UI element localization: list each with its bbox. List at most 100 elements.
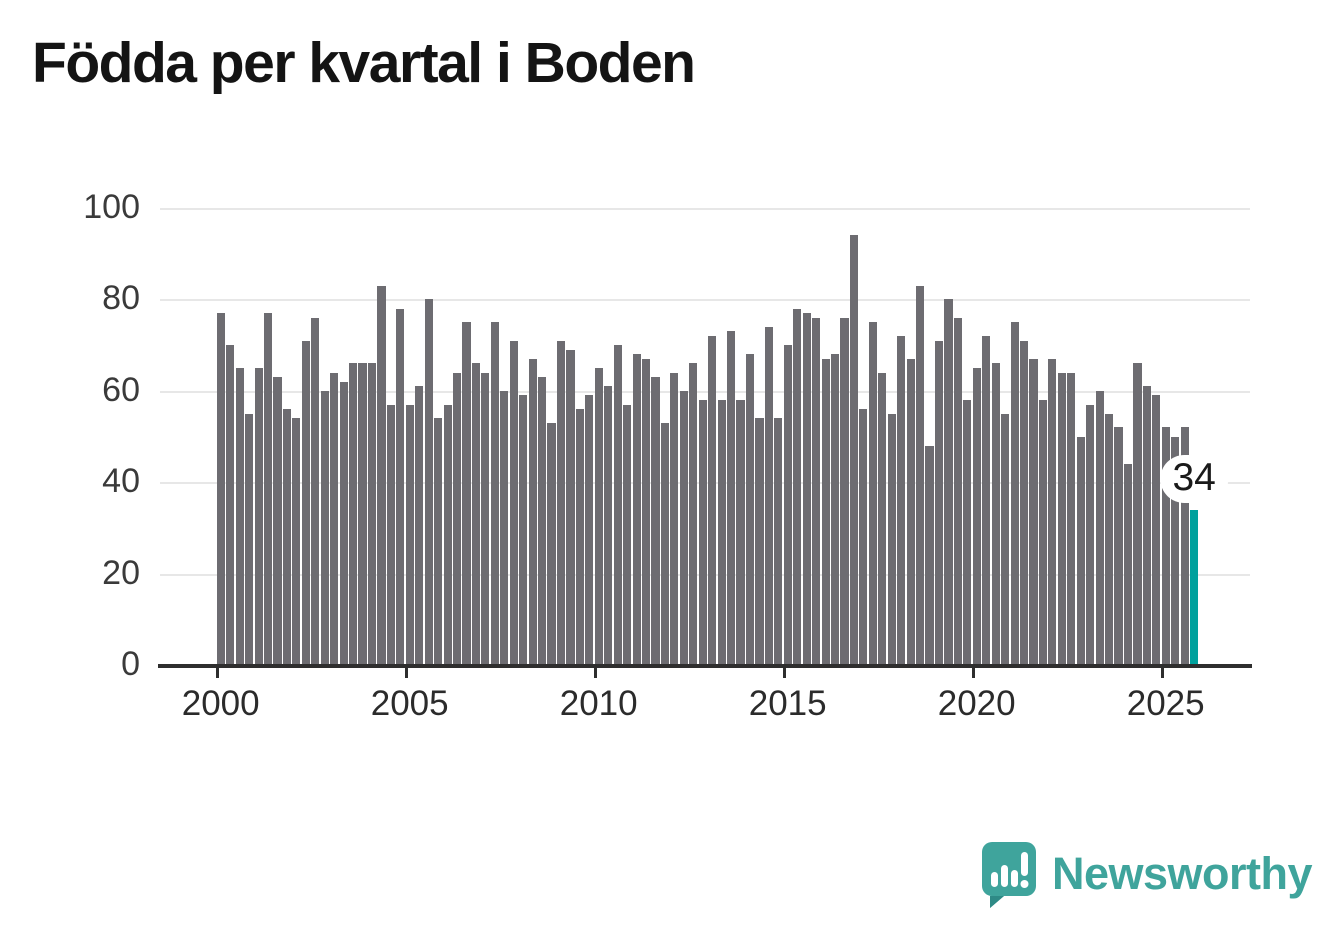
bar-2009-Q2 [566, 349, 575, 665]
chart-title: Födda per kvartal i Boden [32, 31, 696, 95]
x-tick-2025 [1160, 668, 1164, 678]
y-tick-label-40: 40 [102, 462, 140, 501]
bar-2021-Q4 [1038, 399, 1048, 665]
bar-2015-Q2 [793, 308, 802, 665]
bar-2003-Q4 [358, 363, 367, 665]
plot-area [160, 208, 1250, 665]
bar-2016-Q4 [849, 235, 859, 665]
bar-2019-Q3 [953, 317, 962, 665]
bar-2025-Q2 [1171, 436, 1180, 665]
bar-2012-Q4 [698, 399, 707, 665]
bar-2004-Q2 [377, 285, 386, 665]
bar-2009-Q4 [585, 395, 594, 665]
bar-2010-Q1 [594, 367, 603, 665]
x-tick-label-2015: 2015 [748, 684, 827, 723]
bar-2017-Q2 [868, 322, 877, 665]
bar-2000-Q1 [216, 313, 225, 665]
bar-2011-Q3 [651, 377, 660, 665]
bar-2003-Q3 [349, 363, 358, 665]
bar-2011-Q2 [641, 358, 651, 665]
bar-2007-Q2 [490, 322, 499, 665]
bar-2014-Q2 [755, 418, 764, 665]
bar-2021-Q3 [1029, 358, 1038, 665]
bar-2009-Q3 [575, 409, 584, 665]
bar-2000-Q4 [245, 413, 254, 665]
x-tick-label-2000: 2000 [181, 684, 260, 723]
bar-2017-Q1 [859, 409, 868, 665]
y-tick-label-100: 100 [83, 188, 140, 226]
bar-2003-Q2 [339, 381, 348, 665]
bar-2011-Q1 [632, 354, 641, 665]
bar-2024-Q3 [1142, 386, 1151, 665]
bar-2001-Q1 [254, 367, 263, 665]
bar-2001-Q3 [273, 377, 282, 665]
bar-2013-Q3 [727, 331, 736, 665]
x-tick-2015 [782, 668, 786, 678]
newsworthy-wordmark: Newsworthy [1052, 847, 1313, 899]
x-tick-2005 [404, 668, 408, 678]
x-tick-2000 [215, 668, 219, 678]
bar-2000-Q2 [226, 345, 235, 665]
bar-2006-Q2 [452, 372, 462, 665]
bar-2003-Q1 [330, 372, 339, 665]
bar-2024-Q4 [1152, 395, 1161, 665]
bar-2012-Q3 [689, 363, 698, 665]
bar-2023-Q3 [1105, 413, 1114, 665]
bar-2007-Q4 [509, 340, 518, 665]
bar-2018-Q2 [906, 358, 915, 665]
bar-2005-Q2 [415, 386, 424, 665]
bar-2008-Q2 [528, 358, 537, 665]
bar-2009-Q1 [556, 340, 566, 665]
bar-2017-Q3 [878, 372, 887, 665]
bar-2022-Q2 [1057, 372, 1066, 665]
y-tick-label-60: 60 [102, 370, 140, 409]
y-tick-label-0: 0 [121, 645, 140, 683]
bar-2021-Q2 [1019, 340, 1029, 665]
bar-2004-Q1 [367, 363, 377, 665]
x-tick-label-2010: 2010 [559, 684, 638, 723]
bar-2015-Q3 [802, 313, 811, 665]
bar-2014-Q1 [745, 354, 755, 665]
bar-2022-Q4 [1076, 436, 1085, 665]
x-tick-2020 [971, 668, 975, 678]
bar-2011-Q4 [660, 422, 670, 665]
bar-2024-Q1 [1123, 463, 1133, 665]
x-axis-line [158, 664, 1252, 668]
bar-2008-Q1 [519, 395, 528, 665]
bar-2013-Q4 [736, 399, 745, 665]
bar-2012-Q2 [679, 390, 688, 665]
bar-2021-Q1 [1010, 322, 1019, 665]
bar-2002-Q2 [301, 340, 310, 665]
y-tick-label-20: 20 [102, 553, 140, 592]
bar-2016-Q1 [821, 358, 830, 665]
bar-2013-Q1 [708, 335, 717, 665]
bar-2017-Q4 [887, 413, 896, 665]
bar-2020-Q1 [972, 367, 981, 665]
bar-2020-Q4 [1001, 413, 1010, 665]
x-tick-label-2005: 2005 [370, 684, 449, 723]
bar-2006-Q3 [462, 322, 471, 665]
bar-2024-Q2 [1133, 363, 1142, 665]
bar-2002-Q4 [320, 390, 329, 665]
newsworthy-logo-icon [978, 840, 1038, 915]
bar-2004-Q3 [386, 404, 395, 665]
bar-2023-Q1 [1086, 404, 1095, 665]
bar-2012-Q1 [670, 372, 679, 665]
bar-2019-Q2 [944, 299, 953, 665]
bar-2008-Q3 [538, 377, 547, 665]
bar-2004-Q4 [396, 308, 405, 665]
gridline-60 [160, 390, 1250, 393]
bar-2014-Q3 [764, 326, 773, 665]
bar-2019-Q4 [963, 399, 972, 665]
bar-2019-Q1 [934, 340, 944, 665]
bar-2025-Q3 [1180, 427, 1189, 665]
bar-2006-Q1 [443, 404, 452, 665]
bar-2022-Q1 [1048, 358, 1057, 665]
bar-2010-Q4 [623, 404, 632, 665]
bar-2007-Q1 [481, 372, 490, 665]
bar-2001-Q2 [263, 313, 273, 665]
bar-2015-Q4 [812, 317, 821, 665]
gridline-100 [160, 208, 1250, 210]
